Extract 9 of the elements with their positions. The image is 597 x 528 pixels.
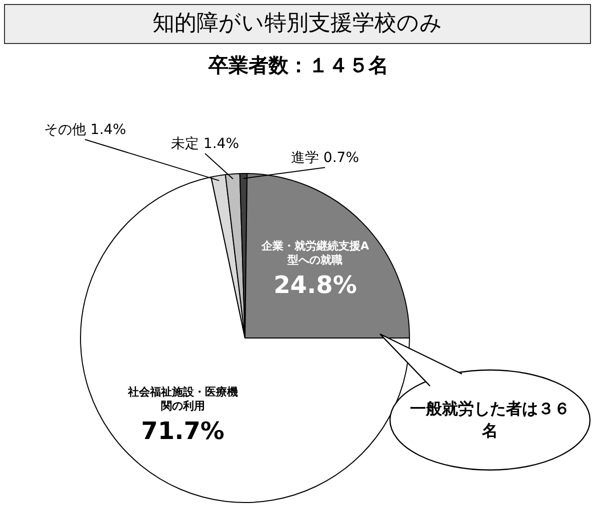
chart-title: 知的障がい特別支援学校のみ xyxy=(4,4,591,44)
chart-subtitle: 卒業者数：１４５名 xyxy=(208,52,390,79)
slice-label: 未定 1.4% xyxy=(170,136,240,152)
data-label: 24.8% xyxy=(274,270,357,299)
data-label: 71.7% xyxy=(141,416,224,445)
slice-label: その他 1.4% xyxy=(44,122,126,138)
slice-label: 進学 0.7% xyxy=(290,150,360,166)
slice-label: 社会福祉施設・医療機関の利用 xyxy=(126,386,238,412)
slice-label: 企業・就労継続支援A型への就職 xyxy=(260,240,370,267)
